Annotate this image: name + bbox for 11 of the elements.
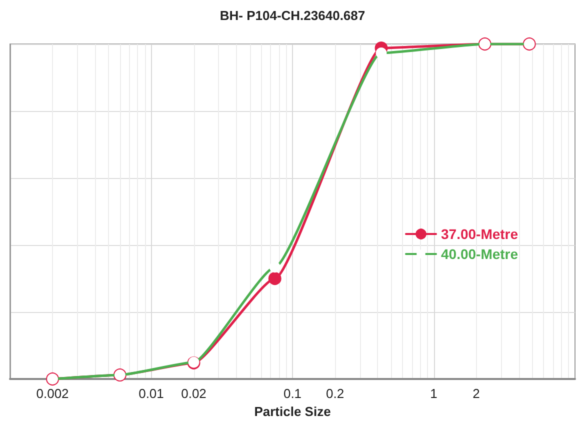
x-tick-label: 0.1 [283,386,302,401]
x-tick-label: 2 [472,386,480,401]
x-tick-label: 1 [430,386,438,401]
x-tick-label: 0.2 [326,386,344,401]
legend-label: 37.00-Metre [441,226,518,242]
legend-label: 40.00-Metre [441,246,518,262]
x-tick-label: 0.02 [181,386,206,401]
x-axis-title: Particle Size [254,404,331,419]
x-tick-label: 0.002 [36,386,69,401]
chart-title: BH- P104-CH.23640.687 [220,8,366,23]
x-tick-label: 0.01 [138,386,164,401]
